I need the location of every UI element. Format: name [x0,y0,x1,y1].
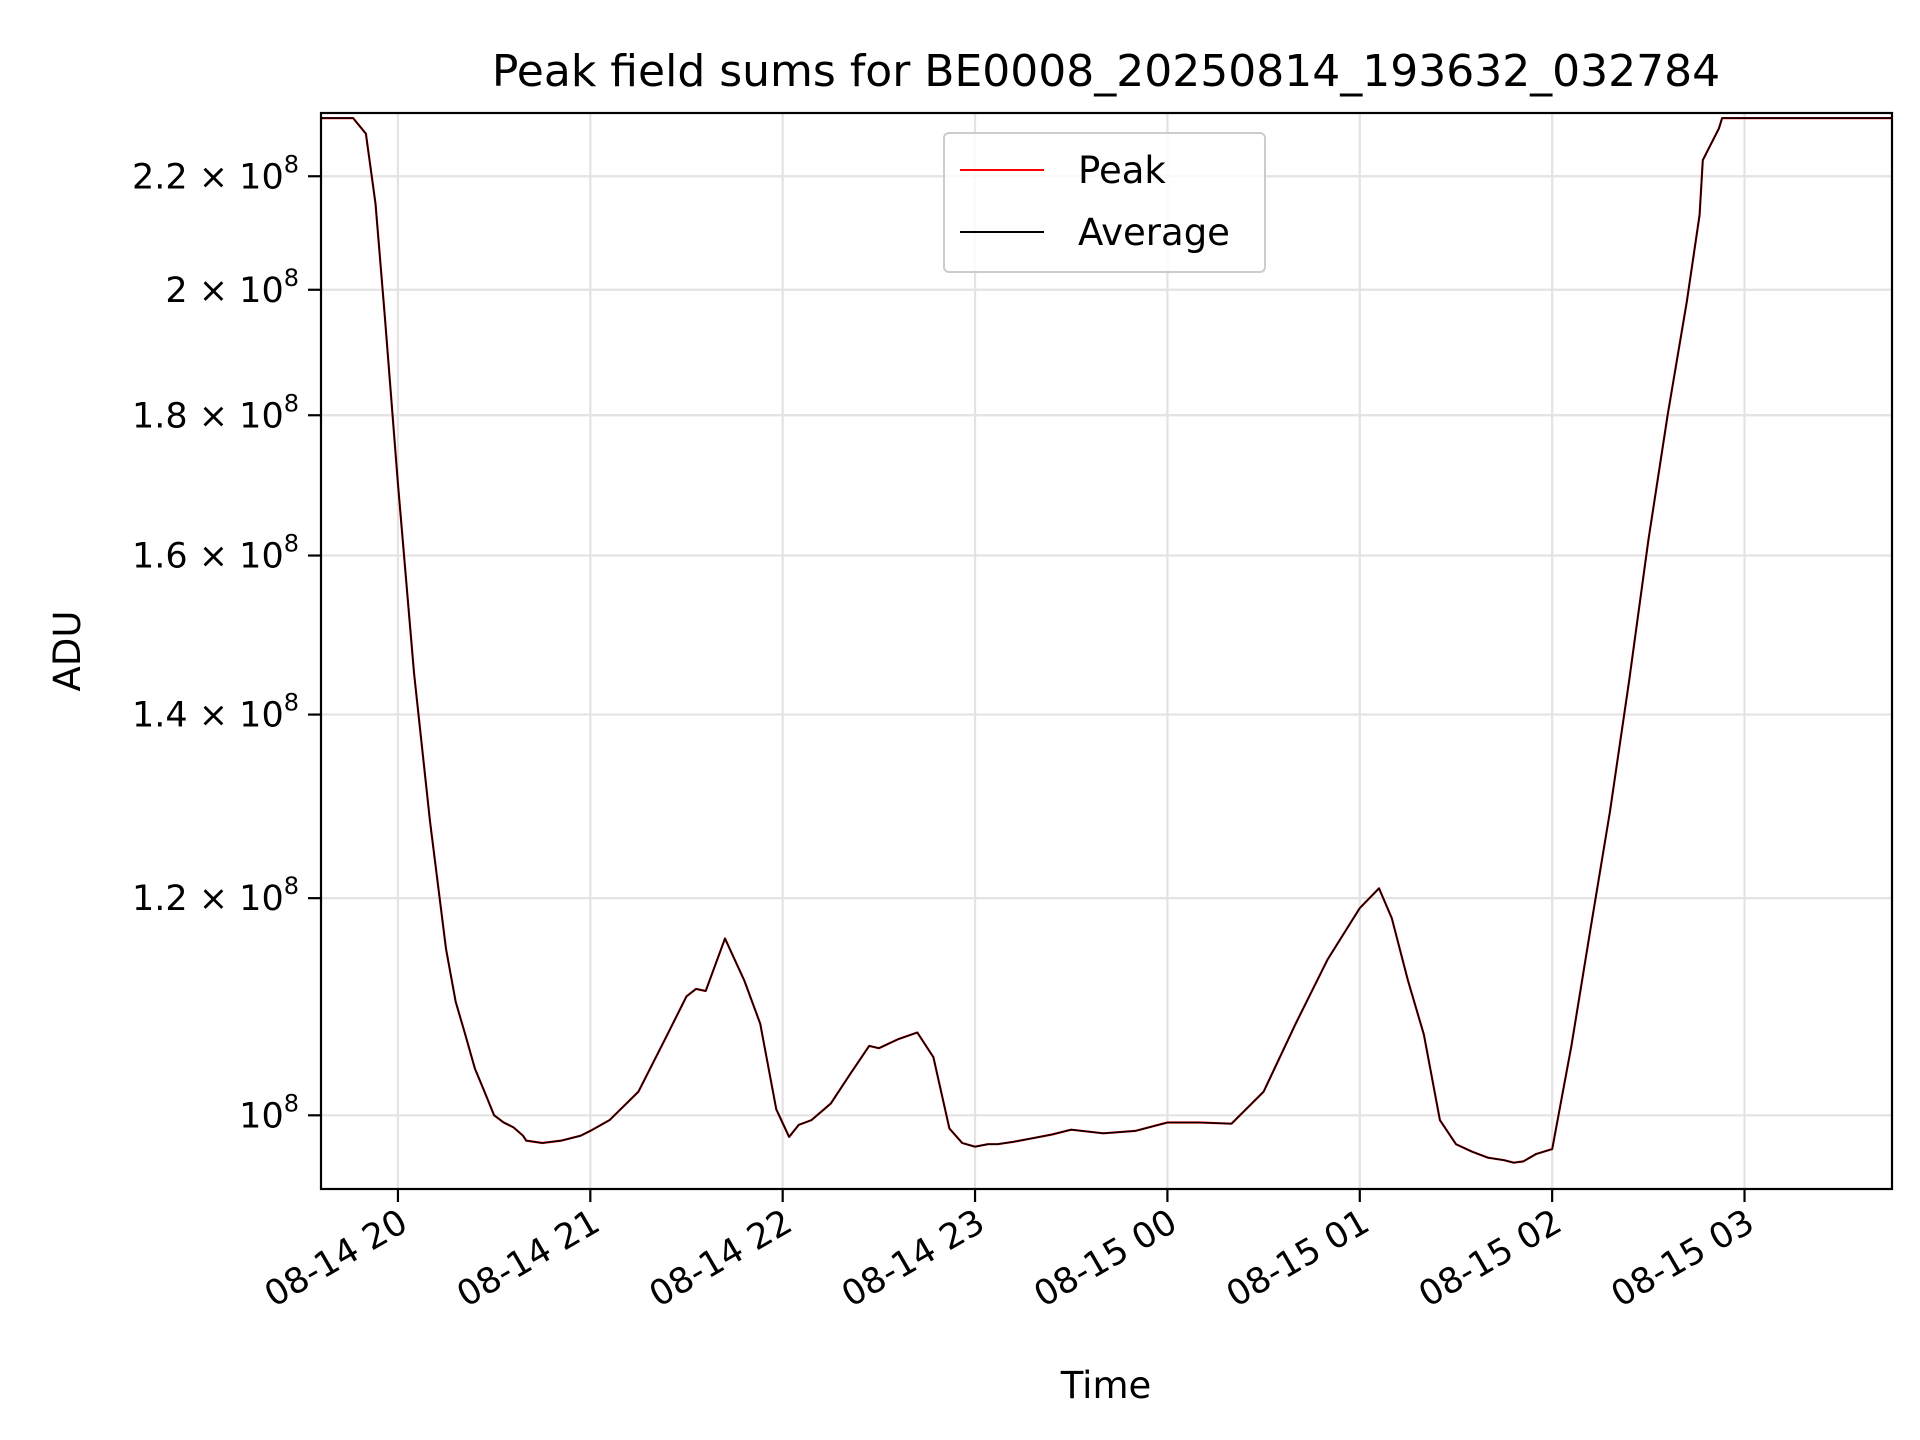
y-tick-label: 1.6 × 108 [132,530,299,577]
y-tick-label-base: 2 × 10 [165,271,283,311]
series-line-peak [321,116,1892,1164]
y-tick-label: 1.2 × 108 [132,872,299,919]
y-tick-label-base: 1.6 × 10 [132,537,284,577]
x-tick-label: 08-15 00 [1028,1202,1184,1315]
y-tick-label-exponent: 8 [284,872,299,900]
grid [321,113,1892,1189]
axis-ticks: 08-14 20 08-14 21 08-14 22 08-14 23 08-15 00… [132,150,1761,1315]
legend-label-average: Average [1078,211,1230,254]
legend-label-peak: Peak [1078,149,1166,192]
x-tick-label: 08-14 21 [451,1202,607,1315]
y-tick-label-exponent: 8 [284,530,299,558]
y-tick-label: 2 × 108 [165,264,299,311]
x-tick-label: 08-15 02 [1412,1202,1568,1315]
y-tick-label-base: 1.2 × 10 [132,879,284,919]
legend: Peak Average [943,132,1266,273]
x-axis-label: Time [1060,1364,1152,1407]
y-tick-label-exponent: 8 [284,264,299,292]
y-tick-label-base: 1.4 × 10 [132,696,284,736]
legend-box [943,132,1266,273]
y-tick-label-exponent: 8 [284,1089,299,1117]
x-tick-label: 08-15 01 [1220,1202,1376,1315]
y-tick-label-base: 10 [239,1096,284,1136]
y-tick-label-exponent: 8 [284,389,299,417]
y-tick-label-base: 1.8 × 10 [132,396,284,436]
series-line-average [321,117,1892,1164]
y-tick-label: 1.8 × 108 [132,389,299,436]
y-tick-label: 1.4 × 108 [132,689,299,736]
x-tick-label: 08-14 22 [643,1202,799,1315]
plot-series [321,116,1892,1164]
y-tick-label: 2.2 × 108 [132,150,299,197]
y-tick-label: 108 [239,1089,299,1136]
axes-frame [319,111,1894,1191]
y-tick-label-exponent: 8 [284,150,299,178]
y-tick-label-exponent: 8 [284,689,299,717]
y-tick-label-base: 2.2 × 10 [132,157,284,197]
chart-title: Peak field sums for BE0008_20250814_1936… [492,46,1720,97]
y-axis-label: ADU [46,611,89,692]
x-tick-label: 08-15 03 [1605,1202,1761,1315]
x-tick-label: 08-14 20 [258,1202,414,1315]
x-tick-label: 08-14 23 [835,1202,991,1315]
